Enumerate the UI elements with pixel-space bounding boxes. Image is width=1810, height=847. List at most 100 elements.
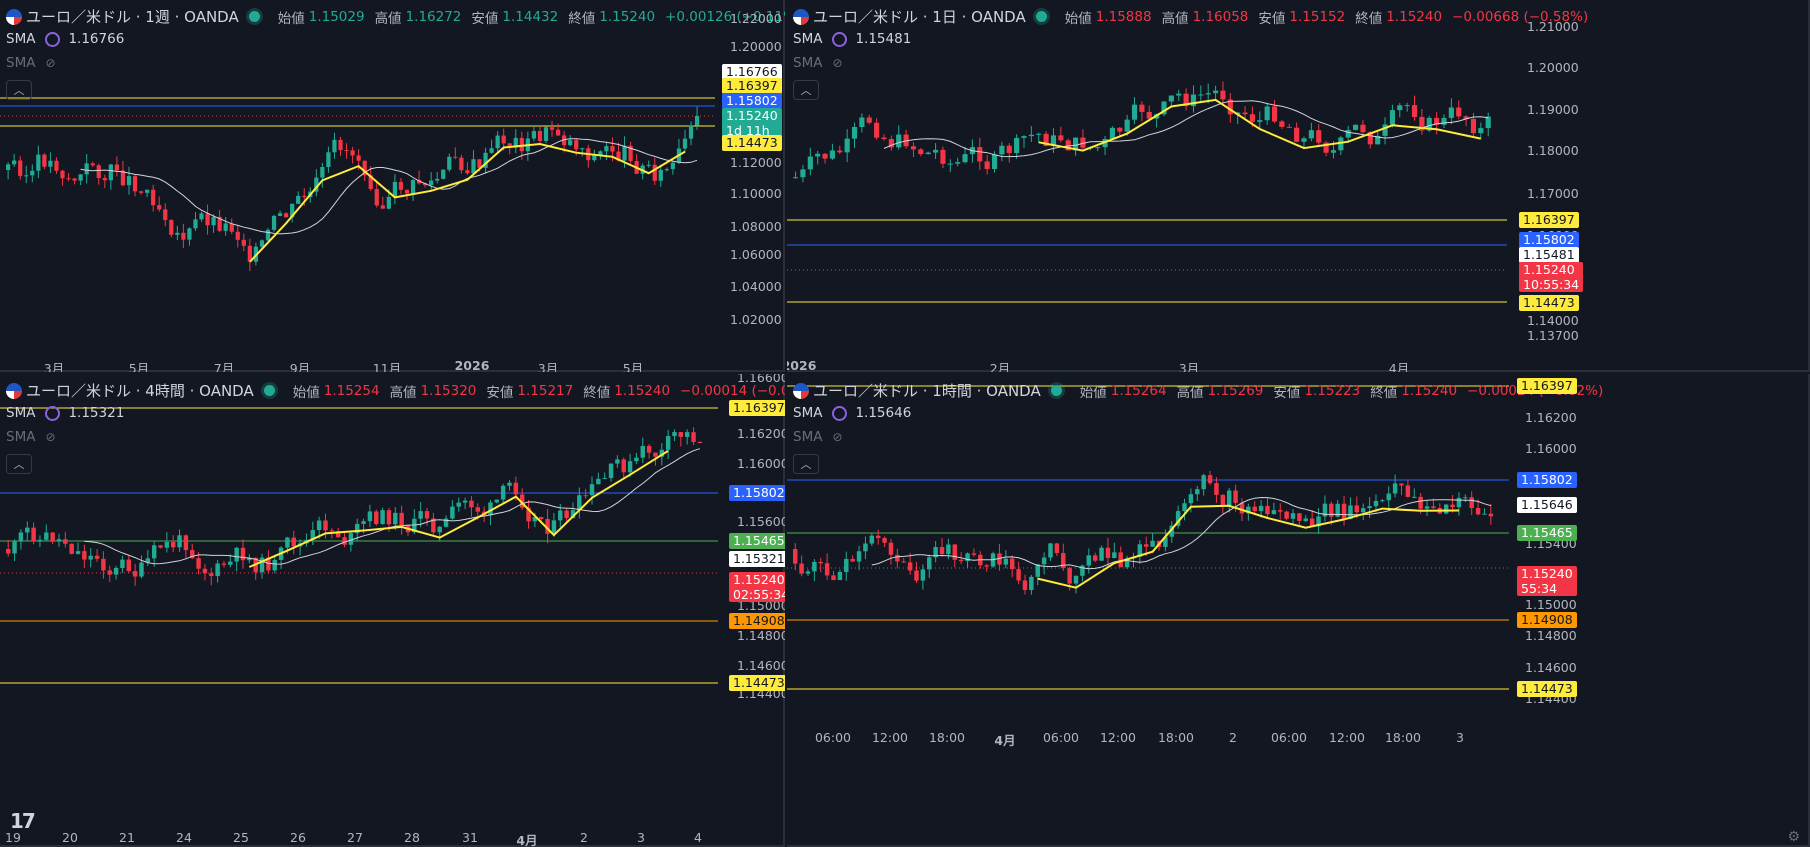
candle-body xyxy=(310,530,316,540)
candle-body xyxy=(1214,483,1219,495)
candle-body xyxy=(688,125,694,139)
zigzag-drawing[interactable] xyxy=(249,142,686,263)
indicator-settings-icon[interactable] xyxy=(832,405,848,421)
candle-body xyxy=(844,558,849,573)
candle-body xyxy=(392,181,398,197)
candle-body xyxy=(247,557,252,561)
sma-value: 1.15321 xyxy=(68,405,125,421)
candle-body xyxy=(1482,513,1487,515)
candle-body xyxy=(1227,99,1233,115)
sma-legend[interactable]: SMA 1.16766 xyxy=(6,31,124,47)
tradingview-logo-icon[interactable]: 17 xyxy=(10,809,36,833)
candle-body xyxy=(241,239,246,246)
candle-body xyxy=(211,216,216,226)
eye-hidden-icon[interactable]: ⊘ xyxy=(45,430,56,444)
symbol-title[interactable]: ユーロ／米ドル · 1日 · OANDA xyxy=(813,8,1026,26)
candle-body xyxy=(435,178,440,181)
candle-body xyxy=(652,164,657,181)
price-axis-tick: 1.14800 xyxy=(1525,628,1577,643)
candle-body xyxy=(874,122,880,138)
sma-hidden-legend[interactable]: SMA ⊘ xyxy=(793,55,843,71)
candle-body xyxy=(1065,140,1071,151)
sma-line[interactable] xyxy=(80,138,698,235)
time-axis-tick: 2月 xyxy=(989,361,1011,372)
chart-canvas-weekly[interactable] xyxy=(0,0,785,372)
sma-legend[interactable]: SMA 1.15481 xyxy=(793,31,911,47)
candle-body xyxy=(90,163,95,166)
market-open-icon xyxy=(263,385,275,396)
sma-hidden-legend[interactable]: SMA ⊘ xyxy=(6,429,56,445)
chart-panel-4h[interactable]: ユーロ／米ドル · 4時間 · OANDA 始値 1.15254 高値 1.1532… xyxy=(0,374,785,847)
candle-body xyxy=(209,573,214,577)
candle-body xyxy=(532,517,538,522)
symbol-title[interactable]: ユーロ／米ドル · 1時間 · OANDA xyxy=(813,382,1041,400)
candle-body xyxy=(665,436,671,450)
sma-line[interactable] xyxy=(84,448,701,565)
candle-body xyxy=(577,495,582,511)
sma-line[interactable] xyxy=(871,496,1492,570)
candle-body xyxy=(96,165,101,179)
chart-canvas-daily[interactable] xyxy=(787,0,1810,372)
candle-body xyxy=(12,541,17,554)
eye-hidden-icon[interactable]: ⊘ xyxy=(832,430,843,444)
symbol-title[interactable]: ユーロ／米ドル · 4時間 · OANDA xyxy=(26,382,254,400)
price-tag-red: 1.15240 10:55:34 xyxy=(1519,262,1584,292)
candle-body xyxy=(583,495,588,497)
sma-line[interactable] xyxy=(883,100,1489,158)
candle-body xyxy=(368,175,373,190)
sma-legend[interactable]: SMA 1.15646 xyxy=(793,405,911,421)
candle-body xyxy=(682,138,688,149)
time-axis-tick: 18:00 xyxy=(1157,730,1195,745)
candle-body xyxy=(342,537,347,545)
settings-gear-icon[interactable]: ⚙ xyxy=(1787,829,1800,845)
sma-legend[interactable]: SMA 1.15321 xyxy=(6,405,124,421)
collapse-legend-button[interactable]: ︿ xyxy=(6,80,32,100)
price-axis-tick: 1.14600 xyxy=(737,658,785,673)
candle-body xyxy=(513,482,519,495)
indicator-settings-icon[interactable] xyxy=(45,405,61,421)
sma-hidden-legend[interactable]: SMA ⊘ xyxy=(793,429,843,445)
candle-body xyxy=(997,553,1002,565)
candle-body xyxy=(844,138,850,153)
candle-body xyxy=(221,563,227,565)
zigzag-drawing[interactable] xyxy=(1038,98,1482,152)
candle-body xyxy=(1373,500,1379,507)
high-value: 1.16058 xyxy=(1192,8,1249,25)
candle-body xyxy=(574,140,579,150)
chart-panel-daily[interactable]: ユーロ／米ドル · 1日 · OANDA 始値 1.15888 高値 1.16058… xyxy=(787,0,1810,372)
sma-hidden-legend[interactable]: SMA ⊘ xyxy=(6,55,56,71)
collapse-legend-button[interactable]: ︿ xyxy=(793,80,819,100)
candle-body xyxy=(793,549,798,564)
zigzag-drawing[interactable] xyxy=(248,450,669,568)
candle-body xyxy=(1021,136,1027,138)
candle-body xyxy=(1265,505,1270,515)
eye-hidden-icon[interactable]: ⊘ xyxy=(45,56,56,70)
candle-body xyxy=(37,539,43,542)
chart-canvas-4h[interactable] xyxy=(0,374,785,847)
candle-body xyxy=(1161,101,1167,115)
price-tag-yellow: 1.14473 xyxy=(729,675,785,691)
collapse-legend-button[interactable]: ︿ xyxy=(6,454,32,474)
indicator-settings-icon[interactable] xyxy=(832,31,848,47)
candle-body xyxy=(1297,513,1302,521)
chart-panel-1h[interactable]: ユーロ／米ドル · 1時間 · OANDA 始値 1.15264 高値 1.1526… xyxy=(787,374,1810,847)
candle-body xyxy=(447,156,452,170)
candle-body xyxy=(646,445,652,453)
collapse-legend-button[interactable]: ︿ xyxy=(793,454,819,474)
chart-panel-weekly[interactable]: ユーロ／米ドル · 1週 · OANDA 始値 1.15029 高値 1.16272… xyxy=(0,0,785,372)
candle-body xyxy=(531,131,537,139)
time-axis-tick: 20 xyxy=(62,830,78,845)
candle-body xyxy=(18,532,24,542)
candle-body xyxy=(1360,508,1366,513)
symbol-title[interactable]: ユーロ／米ドル · 1週 · OANDA xyxy=(26,8,239,26)
zigzag-drawing[interactable] xyxy=(1037,504,1459,589)
candle-body xyxy=(169,219,174,235)
indicator-settings-icon[interactable] xyxy=(45,31,61,47)
candle-body xyxy=(314,177,319,192)
chart-canvas-1h[interactable] xyxy=(787,374,1810,847)
candle-body xyxy=(914,570,919,581)
candle-body xyxy=(374,511,379,524)
candle-body xyxy=(965,553,970,562)
eye-hidden-icon[interactable]: ⊘ xyxy=(832,56,843,70)
change-value: −0.00014 (−0.01%) xyxy=(680,382,785,399)
